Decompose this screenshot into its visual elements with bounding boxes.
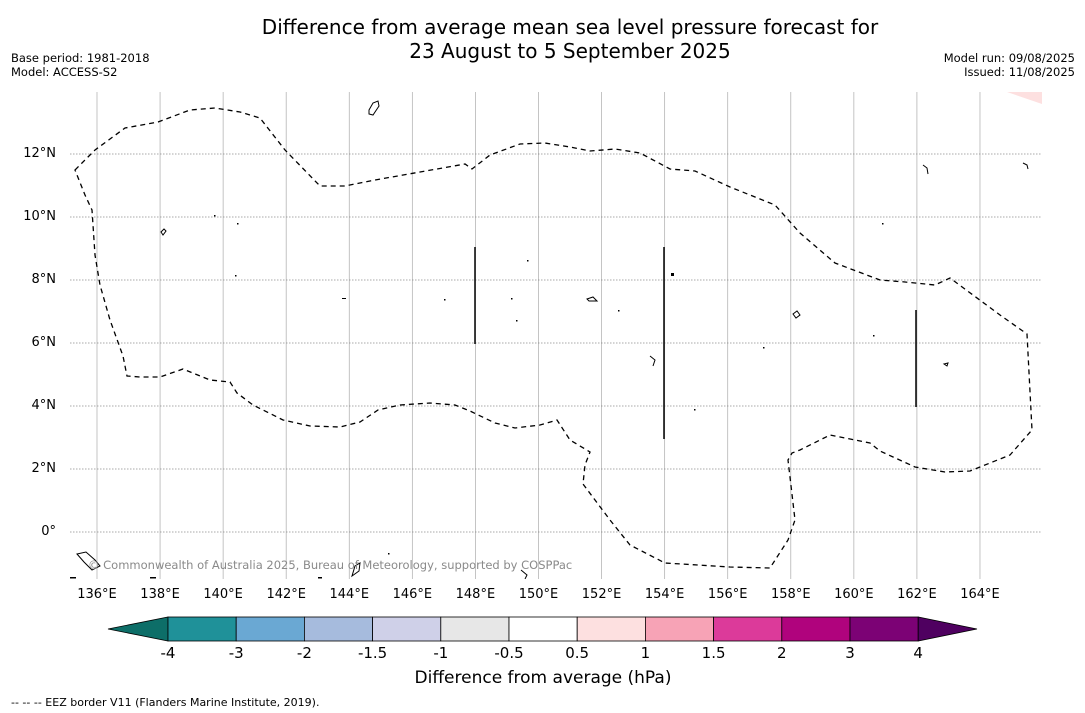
latitude-label: 12°N	[23, 146, 56, 161]
latitude-label: 2°N	[31, 461, 57, 476]
colorbar-segment	[508, 616, 578, 642]
colorbar	[107, 616, 978, 642]
longitude-label: 164°E	[960, 587, 1000, 602]
longitude-label: 136°E	[77, 587, 117, 602]
colorbar-under-arrow	[107, 616, 169, 642]
colorbar-tick-label: 0.5	[565, 644, 590, 662]
longitude-label: 154°E	[644, 587, 685, 602]
colorbar-segment	[372, 616, 442, 642]
colorbar-title: Difference from average (hPa)	[414, 668, 672, 688]
longitude-label: 160°E	[834, 587, 874, 602]
anomaly-patch	[1007, 92, 1042, 104]
colorbar-segment	[576, 616, 646, 642]
model-run-label: Model run: 09/08/2025	[943, 51, 1075, 65]
eez-border	[74, 107, 1033, 569]
base-period-label: Base period: 1981-2018	[11, 51, 150, 65]
colorbar-tick-label: 1	[640, 644, 651, 662]
colorbar-tick-label: -1.5	[357, 644, 388, 662]
map-title-line1: Difference from average mean sea level p…	[261, 15, 879, 39]
colorbar-tick-label: -3	[228, 644, 244, 662]
longitude-label: 148°E	[455, 587, 496, 602]
graticule	[70, 92, 1042, 579]
colorbar-tick-label: 2	[777, 644, 787, 662]
longitude-label: 162°E	[897, 587, 937, 602]
longitude-label: 146°E	[392, 587, 433, 602]
colorbar-segment	[713, 616, 783, 642]
longitude-label: 138°E	[140, 587, 180, 602]
colorbar-tick-label: -4	[160, 644, 176, 662]
colorbar-tick-label: 4	[913, 644, 923, 662]
colorbar-tick-label: -2	[296, 644, 312, 662]
longitude-label: 150°E	[518, 587, 559, 602]
colorbar-segment	[849, 616, 919, 642]
longitude-label: 152°E	[581, 587, 622, 602]
latitude-label: 8°N	[31, 272, 57, 287]
longitude-label: 156°E	[707, 587, 748, 602]
longitude-label: 142°E	[266, 587, 306, 602]
islands	[76, 100, 1029, 579]
colorbar-segment	[303, 616, 373, 642]
latitude-label: 4°N	[31, 398, 57, 413]
copyright-notice: © Commonwealth of Australia 2025, Bureau…	[88, 558, 573, 572]
map-title-line2: 23 August to 5 September 2025	[409, 39, 731, 63]
longitude-label: 140°E	[203, 587, 243, 602]
footer-note: -- -- -- EEZ border V11 (Flanders Marine…	[11, 696, 320, 709]
colorbar-over-arrow	[917, 616, 978, 642]
longitude-label: 158°E	[771, 587, 811, 602]
longitude-label: 144°E	[329, 587, 370, 602]
small-islets	[70, 215, 884, 579]
model-label: Model: ACCESS-S2	[11, 65, 118, 79]
colorbar-segment	[235, 616, 305, 642]
latitude-label: 6°N	[31, 335, 57, 350]
colorbar-segment	[167, 616, 237, 642]
latitude-label: 10°N	[23, 209, 56, 224]
issued-label: Issued: 11/08/2025	[964, 65, 1075, 79]
colorbar-segment	[781, 616, 851, 642]
colorbar-tick-label: -1	[433, 644, 449, 662]
colorbar-segment	[645, 616, 715, 642]
colorbar-tick-label: -0.5	[494, 644, 524, 662]
colorbar-segment	[440, 616, 510, 642]
colorbar-tick-label: 3	[845, 644, 855, 662]
colorbar-tick-label: 1.5	[701, 644, 726, 662]
latitude-label: 0°	[41, 524, 56, 539]
